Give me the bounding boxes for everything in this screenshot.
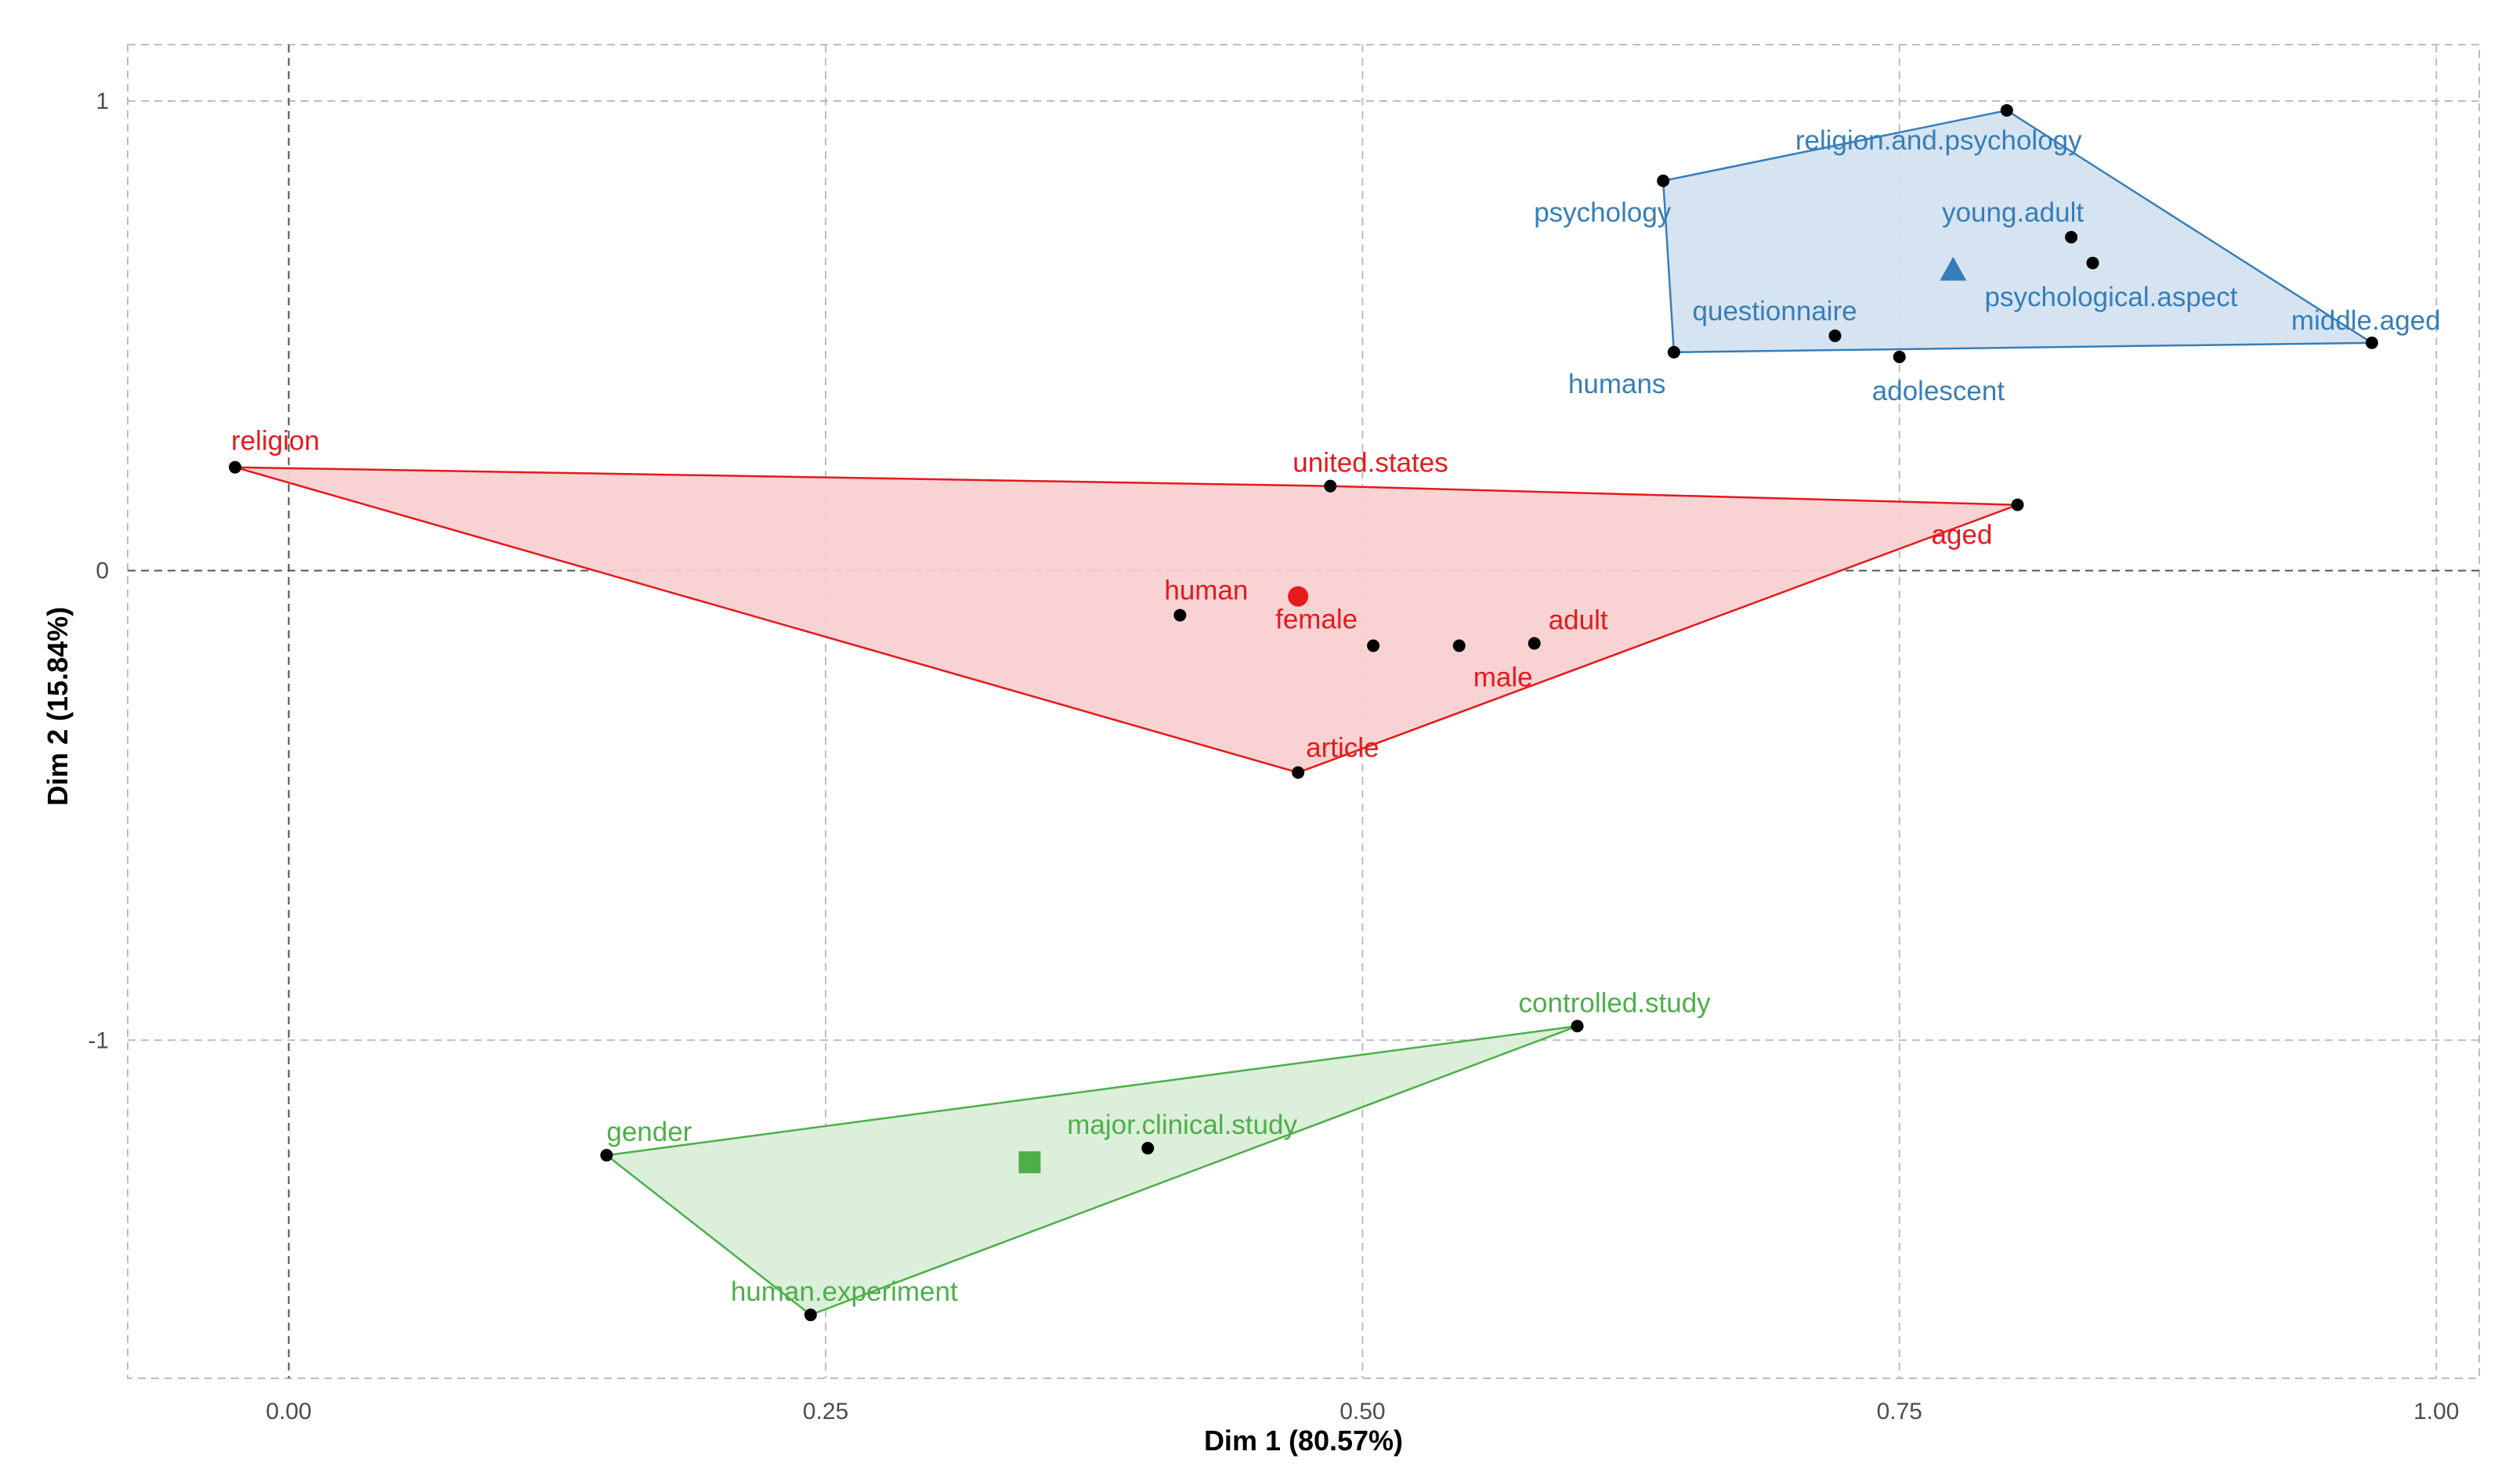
point-middle-aged (2365, 336, 2378, 349)
label-questionnaire: questionnaire (1693, 296, 1857, 327)
label-gender: gender (606, 1117, 692, 1147)
point-religion (229, 460, 242, 474)
label-female: female (1275, 605, 1358, 635)
point-young-adult (2065, 230, 2078, 244)
point-human-experiment (804, 1309, 817, 1322)
label-humans: humans (1568, 369, 1666, 399)
x-tick-label: 0.00 (266, 1399, 311, 1424)
point-religion-and-psychology (2000, 103, 2013, 117)
cluster-3-hull (604, 1025, 1578, 1316)
x-tick-label: 0.75 (1877, 1399, 1922, 1424)
data-points (229, 103, 2378, 1322)
point-major-clinical-study (1141, 1142, 1155, 1155)
point-gender (600, 1149, 613, 1162)
y-tick-label: 1 (96, 88, 109, 114)
y-tick-label: -1 (88, 1027, 109, 1053)
y-axis-title: Dim 2 (15.84%) (42, 607, 74, 806)
cluster-2-centroid (1940, 256, 1967, 281)
point-humans (1667, 345, 1680, 359)
point-psychological-aspect (2086, 256, 2099, 269)
label-human: human (1164, 576, 1248, 606)
label-adolescent: adolescent (1872, 376, 2005, 406)
axis-ticks: 0.00 0.25 0.50 0.75 1.00 1 0 -1 (88, 88, 2459, 1424)
cluster-hulls (234, 109, 2376, 1316)
cluster-1-centroid (1288, 586, 1309, 607)
cluster-1-hull (234, 466, 2019, 774)
x-axis-title: Dim 1 (80.57%) (1204, 1424, 1403, 1457)
label-psychological-aspect: psychological.aspect (1985, 282, 2238, 312)
plot-panel-border (127, 44, 2480, 1379)
x-tick-label: 0.50 (1340, 1399, 1385, 1424)
point-united-states (1324, 479, 1337, 493)
x-tick-label: 0.25 (803, 1399, 848, 1424)
point-labels: religion united.states aged human female male… (231, 125, 2441, 1307)
label-religion-and-psychology: religion.and.psychology (1795, 125, 2082, 156)
label-aged: aged (1932, 520, 1993, 551)
label-human-experiment: human.experiment (731, 1276, 958, 1307)
label-young-adult: young.adult (1942, 197, 2084, 228)
point-aged (2011, 498, 2024, 511)
label-major-clinical-study: major.clinical.study (1067, 1110, 1297, 1140)
point-human (1173, 608, 1187, 622)
point-male (1452, 639, 1466, 652)
label-controlled-study: controlled.study (1519, 988, 1712, 1018)
label-united-states: united.states (1293, 448, 1448, 478)
label-article: article (1306, 732, 1379, 763)
cluster-centroids (1018, 256, 1967, 1174)
point-questionnaire (1828, 329, 1842, 342)
point-adult (1528, 637, 1541, 650)
x-tick-label: 1.00 (2413, 1399, 2459, 1424)
point-adolescent (1893, 350, 1906, 363)
label-religion: religion (231, 426, 320, 457)
point-controlled-study (1571, 1020, 1584, 1033)
point-article (1292, 766, 1305, 779)
cluster-3-centroid (1018, 1151, 1041, 1174)
label-adult: adult (1549, 605, 1608, 636)
point-female (1367, 639, 1380, 652)
point-psychology (1657, 174, 1670, 187)
label-male: male (1473, 663, 1533, 693)
y-tick-label: 0 (96, 558, 109, 584)
label-psychology: psychology (1534, 197, 1672, 228)
label-middle-aged: middle.aged (2291, 305, 2441, 336)
